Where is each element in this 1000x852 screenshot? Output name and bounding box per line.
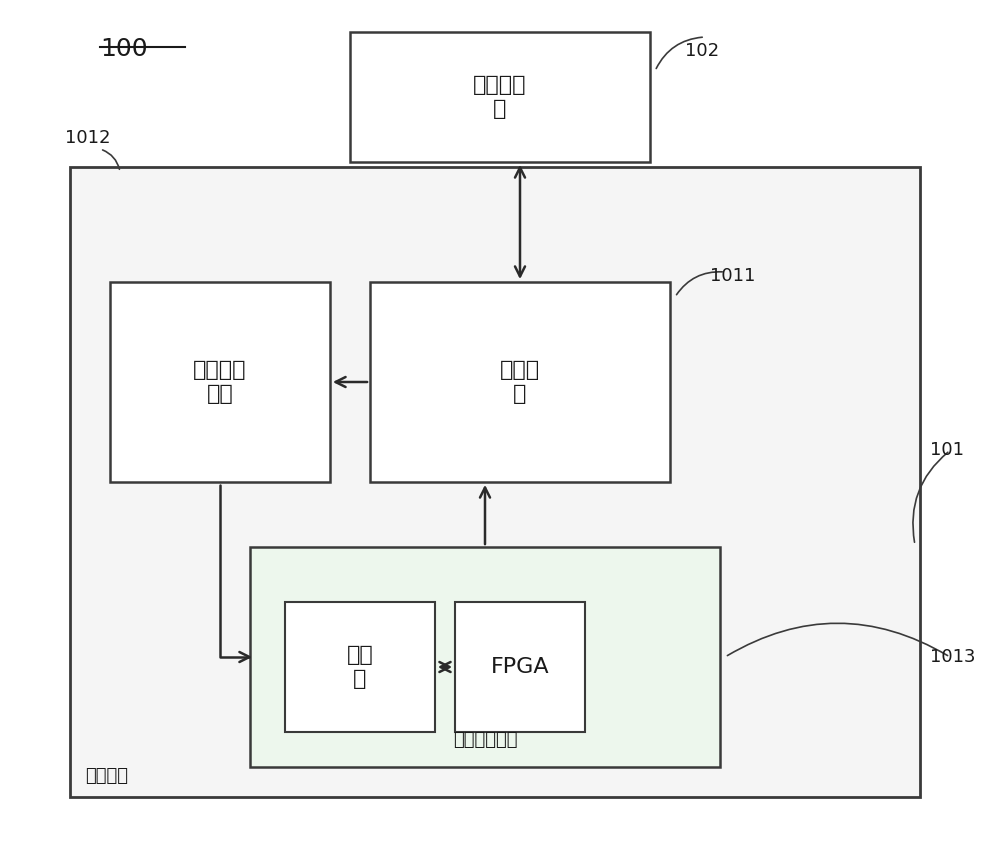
Text: 图像采集
系统: 图像采集 系统 [193, 360, 247, 404]
Text: FPGA: FPGA [491, 657, 549, 677]
Text: 102: 102 [685, 42, 719, 60]
Text: 1012: 1012 [65, 129, 110, 147]
Text: 树莓
派: 树莓 派 [347, 646, 373, 688]
Text: 图像识别系统: 图像识别系统 [453, 731, 517, 749]
FancyBboxPatch shape [250, 547, 720, 767]
FancyBboxPatch shape [70, 167, 920, 797]
Text: 飞控系
统: 飞控系 统 [500, 360, 540, 404]
FancyBboxPatch shape [110, 282, 330, 482]
Text: 地面站系
统: 地面站系 统 [473, 75, 527, 118]
FancyBboxPatch shape [370, 282, 670, 482]
Text: 1013: 1013 [930, 648, 975, 666]
Text: 100: 100 [100, 37, 148, 61]
FancyBboxPatch shape [285, 602, 435, 732]
Text: 1011: 1011 [710, 267, 755, 285]
FancyBboxPatch shape [350, 32, 650, 162]
Text: 101: 101 [930, 441, 964, 459]
Text: 飞行平台: 飞行平台 [85, 767, 128, 785]
FancyBboxPatch shape [455, 602, 585, 732]
